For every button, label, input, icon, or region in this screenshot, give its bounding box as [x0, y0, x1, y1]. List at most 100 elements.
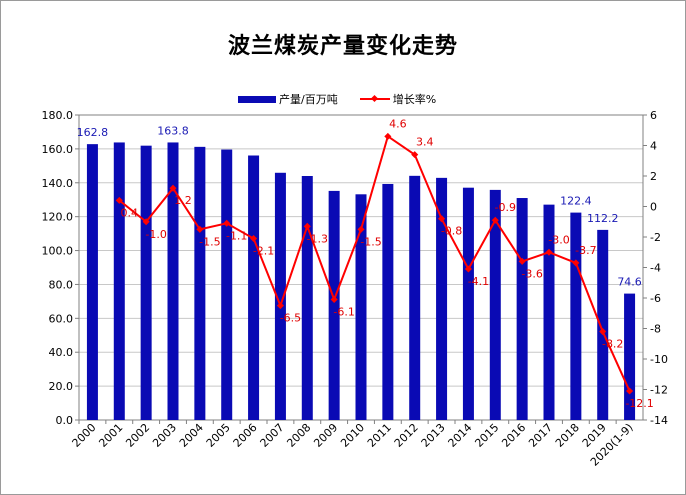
growth-marker [223, 219, 231, 227]
right-axis-tick-label: 0 [650, 201, 657, 214]
growth-marker [250, 234, 258, 243]
growth-data-label: -1.1 [226, 229, 247, 242]
growth-marker [572, 259, 580, 267]
left-axis-tick-label: 20.0 [49, 380, 74, 393]
bar-data-label: 112.2 [587, 212, 619, 225]
chart-title: 波兰煤炭产量变化走势 [227, 33, 458, 59]
bar [86, 144, 98, 420]
legend-item-growth: 增长率% [359, 91, 436, 107]
x-axis-tick-label: 2008 [284, 421, 313, 450]
bar-data-label: 163.8 [157, 124, 189, 137]
growth-data-label: -3.0 [548, 233, 569, 246]
bar [167, 142, 179, 420]
right-axis-tick-label: -6 [650, 292, 661, 305]
bar [624, 293, 636, 420]
left-axis-tick-label: 160.0 [42, 143, 74, 156]
growth-data-label: 0.4 [121, 206, 139, 219]
bar [489, 189, 501, 420]
left-axis-tick-label: 0.0 [56, 414, 74, 427]
bar-data-label: 162.8 [77, 126, 109, 139]
legend-item-production: 产量/百万吨 [238, 91, 338, 107]
bar [194, 146, 206, 420]
left-axis-tick-label: 40.0 [49, 346, 74, 359]
growth-data-label: -0.8 [441, 225, 462, 238]
right-axis-tick-label: -10 [650, 353, 668, 366]
x-axis-tick-label: 2003 [150, 421, 179, 450]
bar [570, 212, 582, 420]
growth-marker [626, 387, 634, 395]
x-axis-tick-label: 2013 [419, 421, 448, 450]
bar [274, 172, 286, 420]
x-axis-tick-label: 2012 [392, 421, 421, 450]
growth-data-label: -3.7 [575, 244, 596, 257]
bar [248, 155, 260, 420]
bar [140, 145, 152, 421]
right-axis-tick-label: -14 [650, 414, 668, 427]
growth-marker [545, 248, 553, 256]
x-axis-tick-label: 2010 [338, 421, 367, 450]
left-axis-tick-label: 80.0 [49, 278, 74, 291]
bar [462, 187, 474, 420]
x-axis-tick-label: 2017 [526, 421, 555, 450]
growth-marker [303, 222, 311, 230]
right-axis-tick-label: -12 [650, 384, 668, 397]
growth-data-label: -6.1 [333, 306, 354, 319]
growth-data-label: -4.1 [468, 275, 489, 288]
x-axis-tick-label: 2001 [96, 421, 125, 450]
legend-line-swatch [359, 98, 390, 100]
left-axis-tick-label: 120.0 [42, 211, 74, 224]
bar [436, 177, 448, 420]
growth-data-label: -1.0 [145, 228, 166, 241]
growth-marker [142, 218, 150, 226]
bar [516, 198, 528, 420]
growth-marker [599, 328, 607, 336]
x-axis-tick-label: 2018 [553, 421, 582, 450]
growth-marker [491, 216, 499, 224]
bar [409, 175, 421, 420]
growth-marker [115, 196, 123, 204]
legend-bar-swatch [238, 95, 276, 103]
growth-data-label: -12.1 [625, 397, 653, 410]
growth-marker [411, 151, 419, 159]
legend: 产量/百万吨 增长率% [238, 91, 458, 107]
growth-data-label: -0.9 [495, 201, 516, 214]
x-axis-tick-label: 2007 [258, 421, 287, 450]
growth-marker [330, 295, 338, 304]
bar [382, 183, 394, 420]
x-axis-tick-label: 2011 [365, 421, 394, 450]
x-axis-tick-label: 2014 [446, 421, 475, 450]
growth-marker [518, 257, 526, 265]
legend-label-production: 产量/百万吨 [279, 93, 338, 106]
growth-data-label: -1.5 [199, 235, 220, 248]
bar-data-label: 122.4 [560, 195, 592, 208]
growth-data-label: -8.2 [602, 338, 623, 351]
x-axis-tick-label: 2006 [231, 421, 260, 450]
bar [355, 194, 367, 420]
growth-data-label: 3.4 [416, 136, 434, 149]
growth-marker [464, 265, 472, 273]
growth-data-label: -3.6 [521, 267, 542, 280]
x-axis-tick-label: 2000 [70, 421, 99, 450]
growth-marker [384, 132, 392, 140]
left-axis-tick-label: 60.0 [49, 312, 74, 325]
growth-data-label: -1.3 [307, 232, 328, 245]
x-axis-tick-label: 2005 [204, 421, 233, 450]
right-axis-tick-label: 6 [650, 109, 657, 122]
growth-data-label: -2.1 [253, 245, 274, 258]
bar [597, 229, 609, 420]
right-axis-tick-label: 4 [650, 140, 657, 153]
left-axis-tick-label: 180.0 [42, 109, 74, 122]
x-axis-tick-label: 2016 [499, 421, 528, 450]
growth-data-label: 1.2 [174, 194, 192, 207]
left-axis-tick-label: 100.0 [42, 245, 74, 258]
bar [543, 204, 555, 420]
bar [221, 149, 233, 421]
bar [301, 176, 313, 420]
x-axis-tick-label: 2002 [123, 421, 152, 450]
bar-data-label: 74.6 [617, 276, 642, 289]
x-axis-tick-label: 2004 [177, 421, 206, 450]
growth-line [118, 134, 631, 392]
bar [328, 190, 340, 420]
right-axis-tick-label: -4 [650, 262, 661, 275]
